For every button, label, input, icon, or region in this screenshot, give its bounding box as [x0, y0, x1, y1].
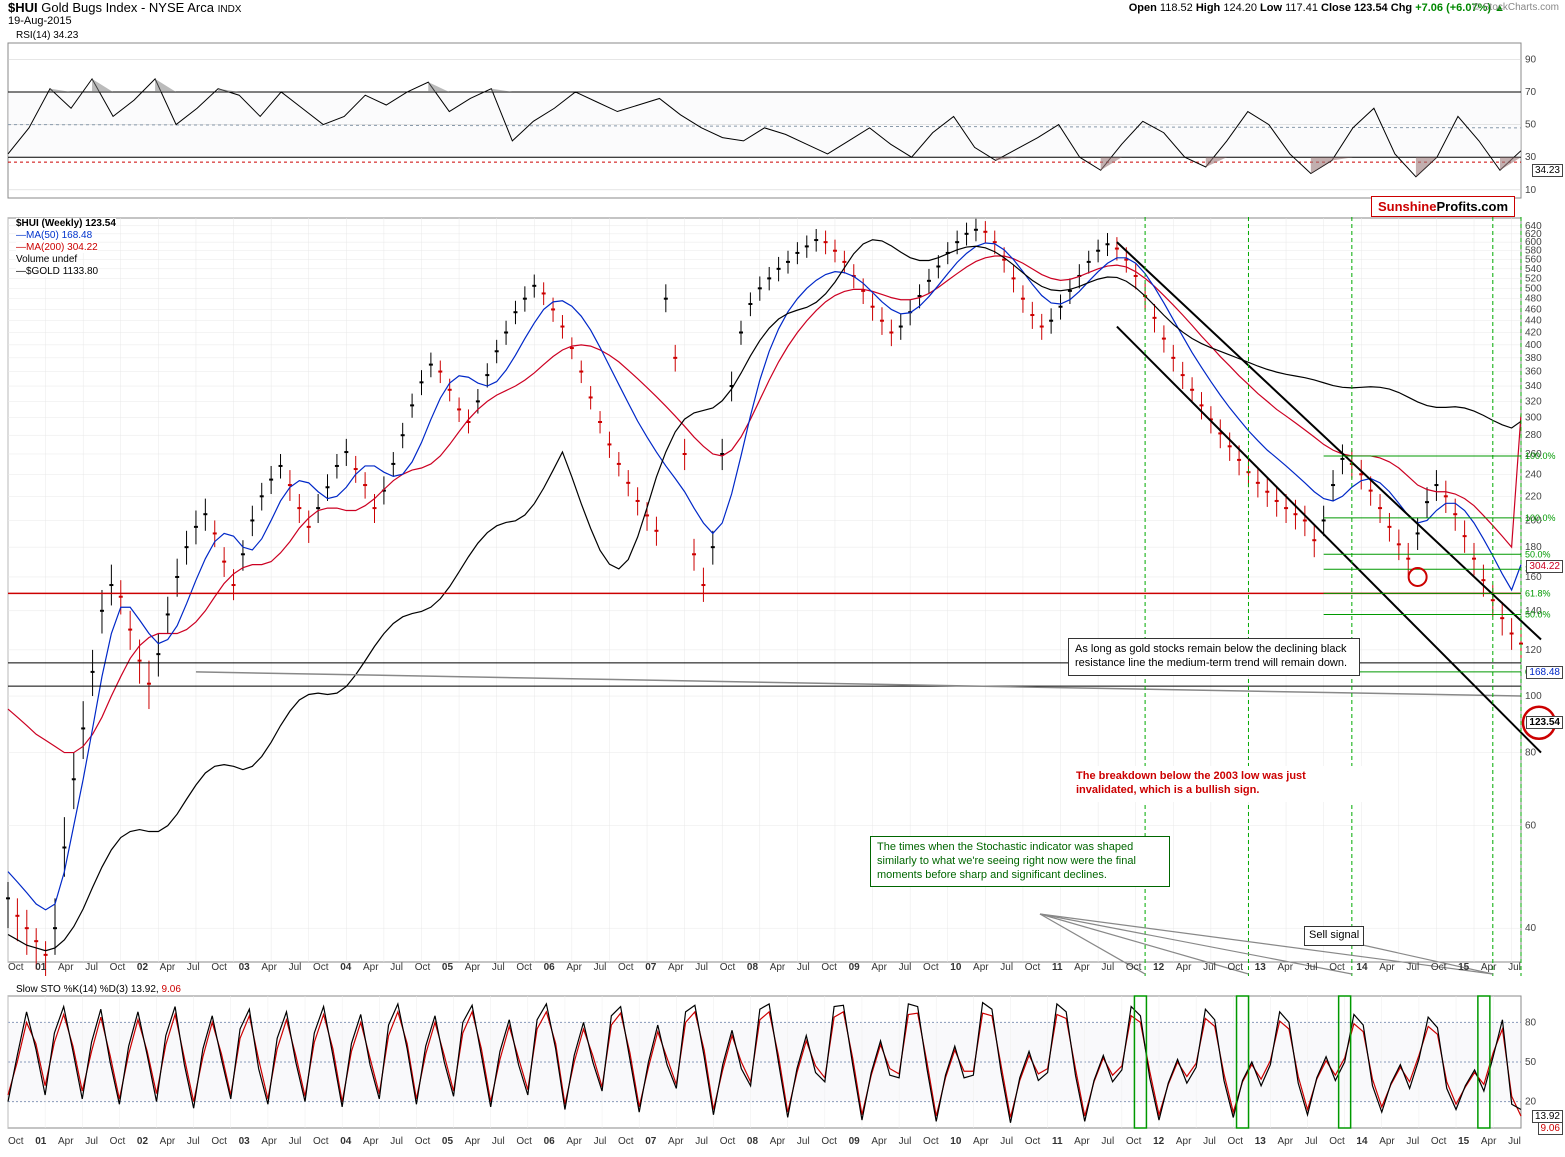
- trend-annotation: As long as gold stocks remain below the …: [1068, 638, 1360, 676]
- price-panel: 4060801001201401601802002202402602803003…: [0, 214, 1565, 976]
- svg-text:100.0%: 100.0%: [1525, 513, 1556, 523]
- svg-text:120: 120: [1525, 645, 1542, 656]
- rsi-label: RSI(14) 34.23: [16, 30, 78, 41]
- svg-text:80: 80: [1525, 1017, 1537, 1028]
- breakdown-annotation: The breakdown below the 2003 low was jus…: [1070, 766, 1370, 802]
- svg-text:400: 400: [1525, 340, 1542, 351]
- svg-text:420: 420: [1525, 328, 1542, 339]
- svg-text:100.0%: 100.0%: [1525, 451, 1556, 461]
- chg-label: Chg: [1391, 2, 1412, 14]
- stochastic-panel: 20 50 80: [0, 982, 1565, 1132]
- rsi-flag: 34.23: [1532, 164, 1563, 177]
- svg-text:40: 40: [1525, 923, 1537, 934]
- svg-text:360: 360: [1525, 367, 1542, 378]
- low-value: 117.41: [1285, 2, 1318, 14]
- rsi-panel: 10 30 50 70 90: [0, 28, 1565, 208]
- svg-text:50.0%: 50.0%: [1525, 609, 1551, 619]
- svg-text:300: 300: [1525, 413, 1542, 424]
- svg-text:50: 50: [1525, 1057, 1537, 1068]
- open-label: Open: [1129, 2, 1157, 14]
- stochastic-annotation: The times when the Stochastic indicator …: [870, 836, 1170, 887]
- open-value: 118.52: [1160, 2, 1193, 14]
- svg-text:640: 640: [1525, 221, 1542, 232]
- svg-text:220: 220: [1525, 491, 1542, 502]
- price-flag: 123.54: [1526, 716, 1563, 729]
- svg-text:50.0%: 50.0%: [1525, 549, 1551, 559]
- close-label: Close: [1321, 2, 1351, 14]
- symbol: $HUI: [8, 0, 38, 15]
- svg-text:10: 10: [1525, 185, 1537, 196]
- price-x-axis: Oct01AprJulOct02AprJulOct03AprJulOct04Ap…: [8, 962, 1521, 976]
- svg-text:500: 500: [1525, 283, 1542, 294]
- svg-text:240: 240: [1525, 469, 1542, 480]
- stoch-d-flag: 9.06: [1538, 1122, 1563, 1135]
- close-value: 123.54: [1354, 2, 1388, 14]
- svg-text:50: 50: [1525, 120, 1537, 131]
- ma200-label: —MA(200) 304.22: [16, 242, 98, 253]
- svg-text:100: 100: [1525, 691, 1542, 702]
- svg-text:30: 30: [1525, 152, 1537, 163]
- ma200-flag: 304.22: [1526, 560, 1563, 573]
- quote-bar: Open 118.52 High 124.20 Low 117.41 Close…: [1129, 2, 1505, 14]
- svg-text:440: 440: [1525, 316, 1542, 327]
- svg-text:480: 480: [1525, 294, 1542, 305]
- svg-text:90: 90: [1525, 54, 1537, 65]
- instrument-name: Gold Bugs Index - NYSE Arca: [41, 0, 214, 15]
- svg-text:340: 340: [1525, 381, 1542, 392]
- high-label: High: [1196, 2, 1220, 14]
- svg-text:280: 280: [1525, 430, 1542, 441]
- gold-label: —$GOLD 1133.80: [16, 266, 98, 277]
- ma50-label: —MA(50) 168.48: [16, 230, 92, 241]
- svg-text:520: 520: [1525, 273, 1542, 284]
- svg-text:61.8%: 61.8%: [1525, 588, 1551, 598]
- svg-text:320: 320: [1525, 396, 1542, 407]
- svg-text:80: 80: [1525, 748, 1537, 759]
- volume-label: Volume undef: [16, 254, 77, 265]
- svg-text:70: 70: [1525, 87, 1537, 98]
- sell-signal-label: Sell signal: [1304, 926, 1364, 946]
- stoch-x-axis: Oct01AprJulOct02AprJulOct03AprJulOct04Ap…: [8, 1136, 1521, 1150]
- price-title: $HUI (Weekly) 123.54: [16, 218, 116, 229]
- ma50-flag: 168.48: [1526, 666, 1563, 679]
- svg-text:60: 60: [1525, 820, 1537, 831]
- stoch-label: Slow STO %K(14) %D(3) 13.92, 9.06: [16, 984, 181, 995]
- svg-text:380: 380: [1525, 353, 1542, 364]
- svg-text:20: 20: [1525, 1097, 1537, 1108]
- svg-text:460: 460: [1525, 304, 1542, 315]
- instrument-type: INDX: [218, 4, 242, 15]
- low-label: Low: [1260, 2, 1282, 14]
- chart-date: 19-Aug-2015: [8, 15, 1557, 27]
- high-value: 124.20: [1223, 2, 1257, 14]
- copyright: © StockCharts.com: [1473, 2, 1559, 13]
